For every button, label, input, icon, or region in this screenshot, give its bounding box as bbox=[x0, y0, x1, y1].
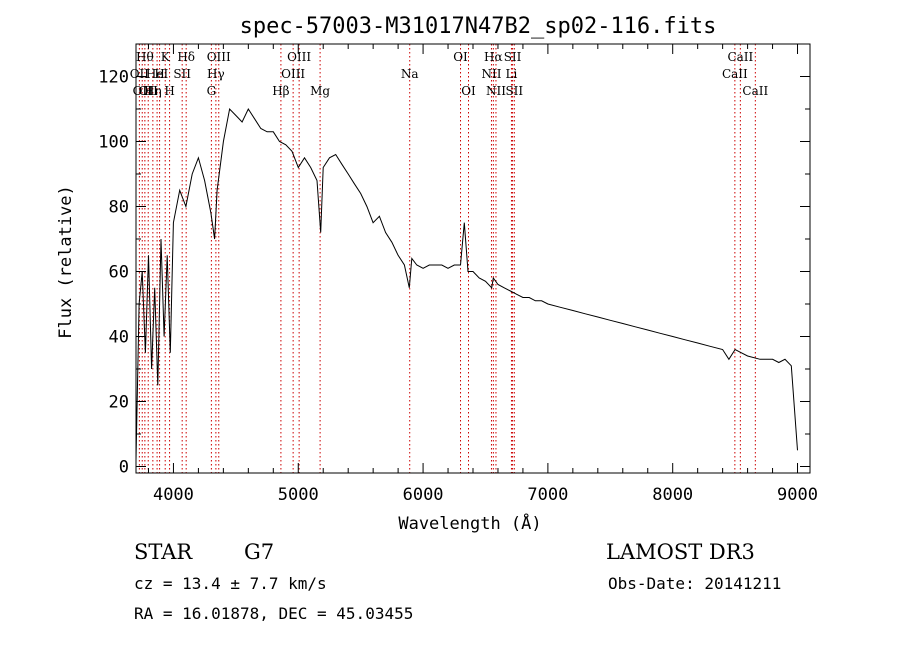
x-axis-ticks: 4000 5000 6000 7000 8000 9000 bbox=[147, 44, 818, 505]
spectral-line-label: Hγ bbox=[207, 67, 225, 81]
y-tick-label: 40 bbox=[109, 328, 129, 348]
y-axis-ticks: 0 20 40 60 80 100 120 bbox=[98, 68, 810, 478]
y-tick-label: 0 bbox=[119, 458, 129, 478]
spectral-line-label: Na bbox=[401, 67, 419, 81]
spectral-line-label: OIII bbox=[287, 50, 311, 64]
object-subclass: G7 bbox=[244, 540, 275, 564]
spectral-line-label: HeI bbox=[146, 67, 169, 81]
spectral-line-label: Mg bbox=[310, 84, 330, 98]
y-tick-label: 120 bbox=[98, 68, 129, 88]
x-tick-label: 9000 bbox=[777, 485, 818, 505]
spectral-line-label: K bbox=[161, 50, 171, 64]
y-axis-label: Flux (relative) bbox=[56, 185, 76, 339]
spectral-line-label: Hη bbox=[144, 84, 162, 98]
object-class: STAR bbox=[134, 540, 193, 564]
plot-frame bbox=[135, 43, 811, 474]
obs-date-text: Obs-Date: 20141211 bbox=[608, 574, 782, 593]
coordinates-text: RA = 16.01878, DEC = 45.03455 bbox=[134, 604, 414, 623]
x-tick-label: 5000 bbox=[278, 485, 319, 505]
y-tick-label: 60 bbox=[109, 263, 129, 283]
spectral-line-label: OII bbox=[133, 84, 153, 98]
spectral-line-markers bbox=[138, 44, 756, 473]
spectral-line-label: G bbox=[207, 84, 217, 98]
x-tick-label: 4000 bbox=[153, 485, 194, 505]
spectral-line-label: SII bbox=[173, 67, 191, 81]
x-tick-label: 8000 bbox=[652, 485, 693, 505]
spectral-line-label: OII bbox=[139, 84, 159, 98]
spectral-line-label: Hδ bbox=[177, 50, 195, 64]
spectral-line-label: SII bbox=[504, 50, 522, 64]
spectral-line-label: SII bbox=[505, 84, 523, 98]
x-tick-label: 7000 bbox=[527, 485, 568, 505]
spectral-line-label: OIII bbox=[281, 67, 305, 81]
spectral-line-label: CaII bbox=[722, 67, 748, 81]
y-tick-label: 100 bbox=[98, 133, 129, 153]
x-axis-label: Wavelength (Å) bbox=[398, 512, 541, 534]
spectral-line-label: OII bbox=[130, 67, 150, 81]
spectral-line-labels: OIIOIIHθOIIHηHeIHKHSIIHδGHγOIIIHβOIIIOII… bbox=[130, 50, 769, 98]
chart-title: spec-57003-M31017N47B2_sp02-116.fits bbox=[240, 14, 717, 39]
spectral-line-label: Hα bbox=[484, 50, 503, 64]
x-tick-label: 6000 bbox=[403, 485, 444, 505]
spectral-line-label: OIII bbox=[207, 50, 231, 64]
spectral-line-label: CaII bbox=[742, 84, 768, 98]
survey-name: LAMOST DR3 bbox=[606, 540, 755, 564]
spectral-line-label: NII bbox=[486, 84, 506, 98]
spectral-line-label: OI bbox=[453, 50, 468, 64]
y-tick-label: 20 bbox=[109, 393, 129, 413]
spectral-line-label: NII bbox=[481, 67, 501, 81]
spectral-line-label: Li bbox=[506, 67, 518, 81]
y-tick-label: 80 bbox=[109, 198, 129, 218]
spectrum-series-line bbox=[135, 107, 798, 461]
spectral-line-label: Hθ bbox=[136, 50, 154, 64]
redshift-text: cz = 13.4 ± 7.7 km/s bbox=[134, 574, 327, 593]
spectral-line-label: H bbox=[164, 84, 174, 98]
spectral-line-label: H bbox=[154, 67, 164, 81]
spectral-line-label: Hβ bbox=[272, 84, 289, 98]
spectral-line-label: CaII bbox=[727, 50, 753, 64]
spectral-line-label: OI bbox=[461, 84, 476, 98]
